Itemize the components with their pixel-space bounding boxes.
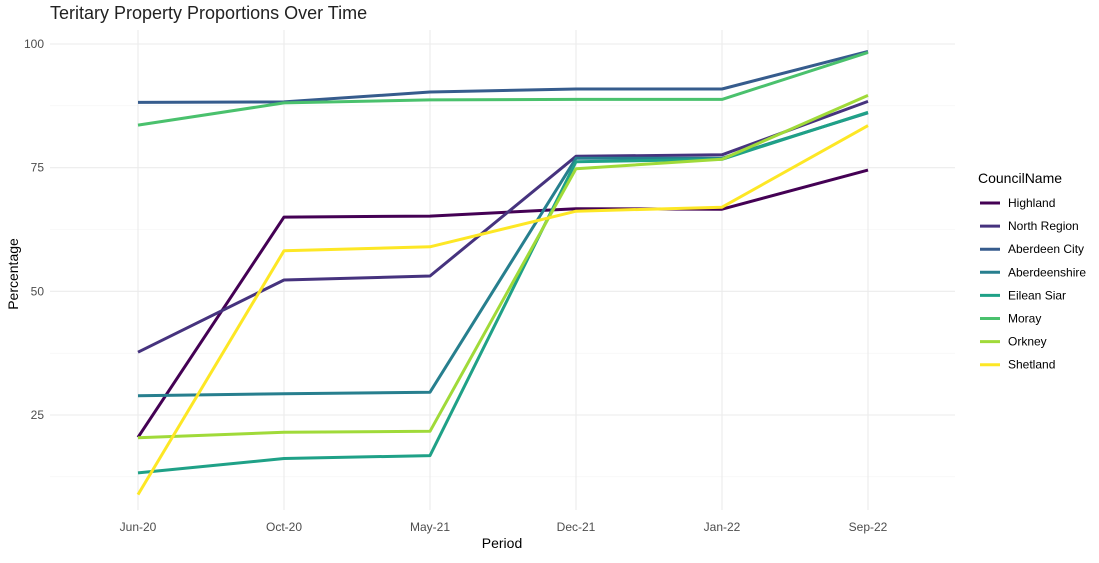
legend-label: Eilean Siar bbox=[1008, 288, 1066, 302]
legend-label: Orkney bbox=[1008, 335, 1047, 349]
series-line-aberdeen-city bbox=[137, 49, 869, 104]
x-tick-label: Jun-20 bbox=[120, 520, 157, 534]
series-line-eilean-siar bbox=[137, 110, 869, 475]
legend-item: Aberdeen City bbox=[980, 242, 1084, 256]
legend-item: Highland bbox=[980, 196, 1055, 210]
legend-label: North Region bbox=[1008, 219, 1079, 233]
y-tick-label: 100 bbox=[24, 37, 44, 51]
legend: CouncilName Highland North Region Aberdeen… bbox=[978, 170, 1086, 372]
x-tick-label: Dec-21 bbox=[557, 520, 596, 534]
legend-title: CouncilName bbox=[978, 170, 1062, 186]
legend-item: Shetland bbox=[980, 358, 1055, 372]
x-axis-title: Period bbox=[482, 535, 522, 551]
legend-label: Highland bbox=[1008, 196, 1055, 210]
grid bbox=[50, 30, 955, 510]
legend-item: Moray bbox=[980, 312, 1041, 326]
legend-label: Shetland bbox=[1008, 358, 1055, 372]
x-tick-labels: Jun-20 Oct-20 May-21 Dec-21 Jan-22 Sep-22 bbox=[120, 520, 888, 534]
legend-label: Aberdeen City bbox=[1008, 242, 1084, 256]
legend-item: Orkney bbox=[980, 335, 1047, 349]
series-line-moray bbox=[137, 50, 869, 127]
legend-item: Eilean Siar bbox=[980, 288, 1066, 302]
series-lines bbox=[136, 49, 869, 496]
x-tick-label: Oct-20 bbox=[266, 520, 302, 534]
chart-title: Teritary Property Proportions Over Time bbox=[50, 3, 368, 23]
series-line-shetland bbox=[136, 124, 869, 496]
legend-item: North Region bbox=[980, 219, 1079, 233]
legend-item: Aberdeenshire bbox=[980, 265, 1086, 279]
legend-label: Moray bbox=[1008, 312, 1041, 326]
series-line-highland bbox=[136, 168, 869, 439]
y-tick-label: 25 bbox=[31, 408, 45, 422]
y-tick-label: 75 bbox=[31, 161, 45, 175]
legend-label: Aberdeenshire bbox=[1008, 265, 1086, 279]
y-axis-title: Percentage bbox=[5, 238, 21, 310]
x-tick-label: May-21 bbox=[410, 520, 450, 534]
y-tick-labels: 25 50 75 100 bbox=[24, 37, 44, 422]
y-tick-label: 50 bbox=[31, 284, 45, 298]
x-tick-label: Jan-22 bbox=[704, 520, 741, 534]
x-tick-label: Sep-22 bbox=[849, 520, 888, 534]
series-line-orkney bbox=[137, 94, 869, 440]
